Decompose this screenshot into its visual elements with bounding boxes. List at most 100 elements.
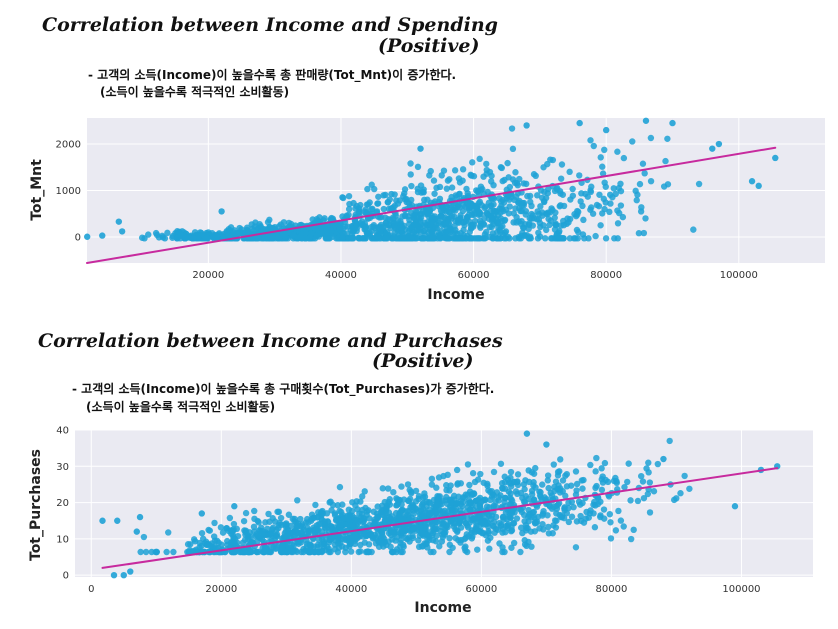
scatter-point [217,524,225,531]
scatter-point [476,222,484,230]
scatter-point [544,189,551,197]
scatter-point [206,527,214,534]
scatter-point [681,472,688,480]
scatter-point [612,527,620,534]
scatter-point [576,172,583,179]
scatter-point [483,503,491,510]
scatter-point [554,472,562,479]
scatter-point [504,192,511,200]
scatter-point [230,520,238,528]
scatter-point [645,459,652,466]
scatter-point [443,230,451,237]
scatter-point [630,526,637,534]
scatter-point [525,495,532,503]
scatter-point [388,190,395,198]
scatter-point [469,159,476,166]
y-tick-label: 10 [56,534,69,545]
scatter-point [438,538,446,545]
scatter-point [509,145,517,153]
scatter-point [548,505,556,512]
scatter-point [391,220,398,227]
scatter-point [465,211,473,219]
scatter-point [593,454,600,462]
scatter-point [557,190,564,197]
scatter-point [590,142,597,150]
scatter-point [502,528,509,536]
scatter-point [592,502,599,509]
scatter-point [504,159,511,167]
scatter-point [551,487,558,495]
scatter-point [310,514,317,522]
scatter-point [592,232,599,240]
scatter-point [566,235,574,242]
scatter-point [555,229,562,236]
chart2-y-axis-label: Tot_Purchases [28,449,44,561]
scatter-point [347,235,355,242]
scatter-point [607,519,614,526]
scatter-point [210,533,218,540]
scatter-point [465,524,472,531]
scatter-point [590,510,597,517]
scatter-point [242,509,250,517]
scatter-point [599,479,607,486]
scatter-point [427,167,434,175]
scatter-point [534,192,541,199]
scatter-point [474,546,481,553]
scatter-point [549,235,556,242]
scatter-point [563,470,571,478]
scatter-point [510,210,518,217]
scatter-point [607,191,614,198]
scatter-point [375,225,383,232]
x-tick-label: 0 [88,584,94,595]
scatter-point [602,235,610,242]
scatter-point [555,482,562,489]
scatter-point [198,542,205,550]
scatter-point [530,171,538,178]
scatter-point [145,231,152,238]
scatter-point [664,135,671,142]
scatter-point [386,196,393,203]
scatter-point [393,495,400,502]
x-tick-label: 80000 [596,584,628,595]
scatter-point [578,190,585,197]
scatter-point [138,234,146,241]
scatter-point [587,461,594,469]
scatter-point [377,214,385,221]
scatter-point [507,468,515,476]
scatter-point [405,497,413,505]
scatter-point [470,221,478,228]
scatter-point [406,538,413,545]
scatter-point [597,222,604,229]
scatter-point [545,530,553,537]
scatter-point [429,536,437,544]
scatter-point [359,493,366,500]
scatter-point [407,488,415,495]
scatter-point [289,528,297,536]
scatter-point [601,179,608,186]
scatter-point [442,497,450,504]
scatter-point [553,184,561,192]
scatter-point [313,522,320,529]
scatter-point [589,210,597,217]
scatter-point [546,221,553,229]
scatter-point [539,512,546,519]
scatter-point [646,509,654,516]
scatter-point [465,533,472,540]
scatter-point [617,517,625,524]
scatter-point [359,506,366,514]
scatter-point [198,529,206,537]
scatter-point [259,545,266,552]
scatter-point [527,235,534,242]
scatter-point [624,478,631,486]
scatter-point [475,199,483,207]
scatter-point [469,490,476,498]
scatter-point [397,543,404,550]
scatter-point [573,518,581,525]
scatter-point [596,191,603,198]
scatter-point [579,499,586,507]
scatter-point [321,215,328,222]
scatter-point [266,548,274,556]
scatter-point [565,499,572,506]
scatter-point [361,208,368,215]
scatter-point [424,196,431,203]
